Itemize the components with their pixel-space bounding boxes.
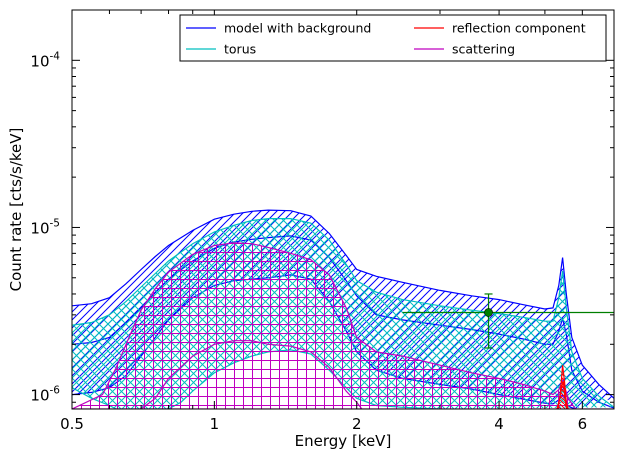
data-point-marker — [484, 308, 493, 317]
x-tick-label: 1 — [210, 415, 220, 433]
band-reflection-component — [72, 365, 614, 409]
data-point-0 — [402, 293, 614, 349]
legend-label: model with background — [224, 21, 371, 36]
legend-label: torus — [224, 42, 256, 57]
line-upper-model-with-background — [72, 209, 614, 399]
y-axis-label: Count rate [cts/s/keV] — [7, 128, 25, 292]
tick-labels: 0.5 1 2 4 6 10-6 10-5 10-4 — [30, 50, 587, 433]
legend-item: scattering — [414, 42, 515, 57]
legend-item: reflection component — [414, 21, 586, 36]
line-middle-scattering — [140, 340, 363, 409]
x-axis-label: Energy [keV] — [295, 432, 392, 450]
line-upper-scattering — [72, 242, 576, 409]
x-tick-label: 0.5 — [60, 415, 84, 433]
legend-item: torus — [186, 42, 256, 57]
plot-area — [72, 209, 614, 409]
line-upper-torus — [72, 218, 614, 408]
legend: model with background reflection componen… — [179, 14, 607, 62]
x-tick-label: 2 — [352, 415, 362, 433]
series-reflection-component — [72, 365, 614, 409]
plot-frame — [71, 9, 615, 410]
y-tick-label: 10-5 — [30, 217, 60, 237]
y-tick-label: 10-6 — [30, 385, 60, 405]
band-scattering — [72, 242, 614, 409]
x-tick-label: 6 — [578, 415, 588, 433]
series-scattering — [72, 242, 614, 409]
legend-label: scattering — [452, 42, 515, 57]
line-middle-reflection-component — [557, 381, 568, 409]
legend-label: reflection component — [452, 21, 586, 36]
x-tick-label: 4 — [494, 415, 504, 433]
y-tick-label: 10-4 — [30, 50, 60, 70]
legend-box — [179, 14, 607, 62]
legend-item: model with background — [186, 21, 371, 36]
